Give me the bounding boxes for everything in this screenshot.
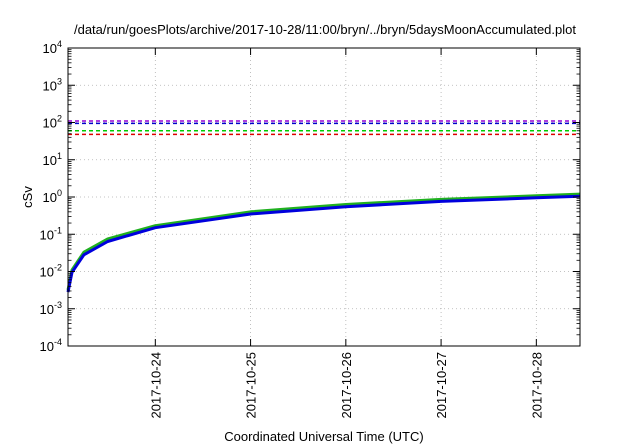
chart-title: /data/run/goesPlots/archive/2017-10-28/1… [74,22,576,37]
y-tick-label: 101 [43,151,62,168]
y-tick-label: 10-4 [40,337,62,354]
y-tick-label: 100 [43,188,62,205]
x-tick-label: 2017-10-28 [529,352,544,419]
y-axis-label: cSv [20,186,35,208]
series-line [66,194,581,293]
x-tick-label: 2017-10-27 [434,352,449,419]
y-tick-label: 103 [43,76,62,93]
x-tick-label: 2017-10-26 [339,352,354,419]
x-tick-label: 2017-10-25 [244,352,259,419]
series-group [66,192,581,293]
x-tick-label: 2017-10-24 [148,352,163,419]
y-tick-label: 10-1 [40,225,62,242]
y-tick-label: 10-2 [40,263,62,280]
y-tick-label: 104 [43,39,62,56]
x-axis: 2017-10-24 2017-10-25 2017-10-26 2017-10-27… [148,48,544,419]
y-tick-label: 102 [43,114,62,131]
reference-lines [68,120,580,136]
y-tick-label: 10-3 [40,300,62,317]
y-axis: 10-4 10-3 10-2 10-1 100 101 102 103 104 [40,39,580,354]
x-axis-label: Coordinated Universal Time (UTC) [224,429,423,444]
